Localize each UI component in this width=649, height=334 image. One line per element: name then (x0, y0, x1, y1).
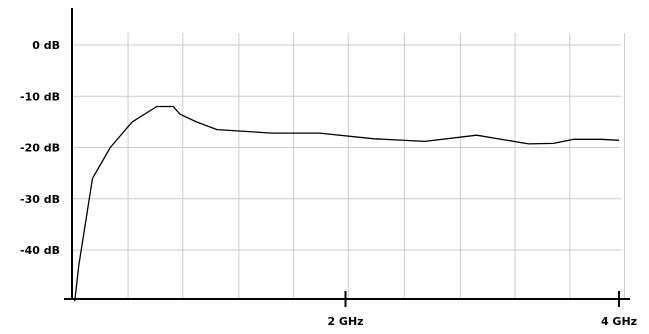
y-tick-label-2: -20 dB (20, 142, 60, 155)
series-layer (74, 105, 620, 302)
y-tick-label-1: -10 dB (20, 90, 60, 103)
x-tick-label-1: 4 GHz (601, 315, 637, 328)
y-tick-label-3: -30 dB (20, 193, 60, 206)
x-tick-label-0: 2 GHz (327, 315, 363, 328)
y-tick-label-0: 0 dB (32, 39, 60, 52)
tick-labels: 0 dB -10 dB -20 dB -30 dB -40 dB 2 GHz 4 GHz (20, 39, 637, 328)
y-gridlines (72, 44, 621, 251)
series-line-0 (74, 105, 620, 302)
axes (64, 8, 630, 307)
x-gridlines (127, 33, 625, 299)
y-tick-label-4: -40 dB (20, 244, 60, 257)
